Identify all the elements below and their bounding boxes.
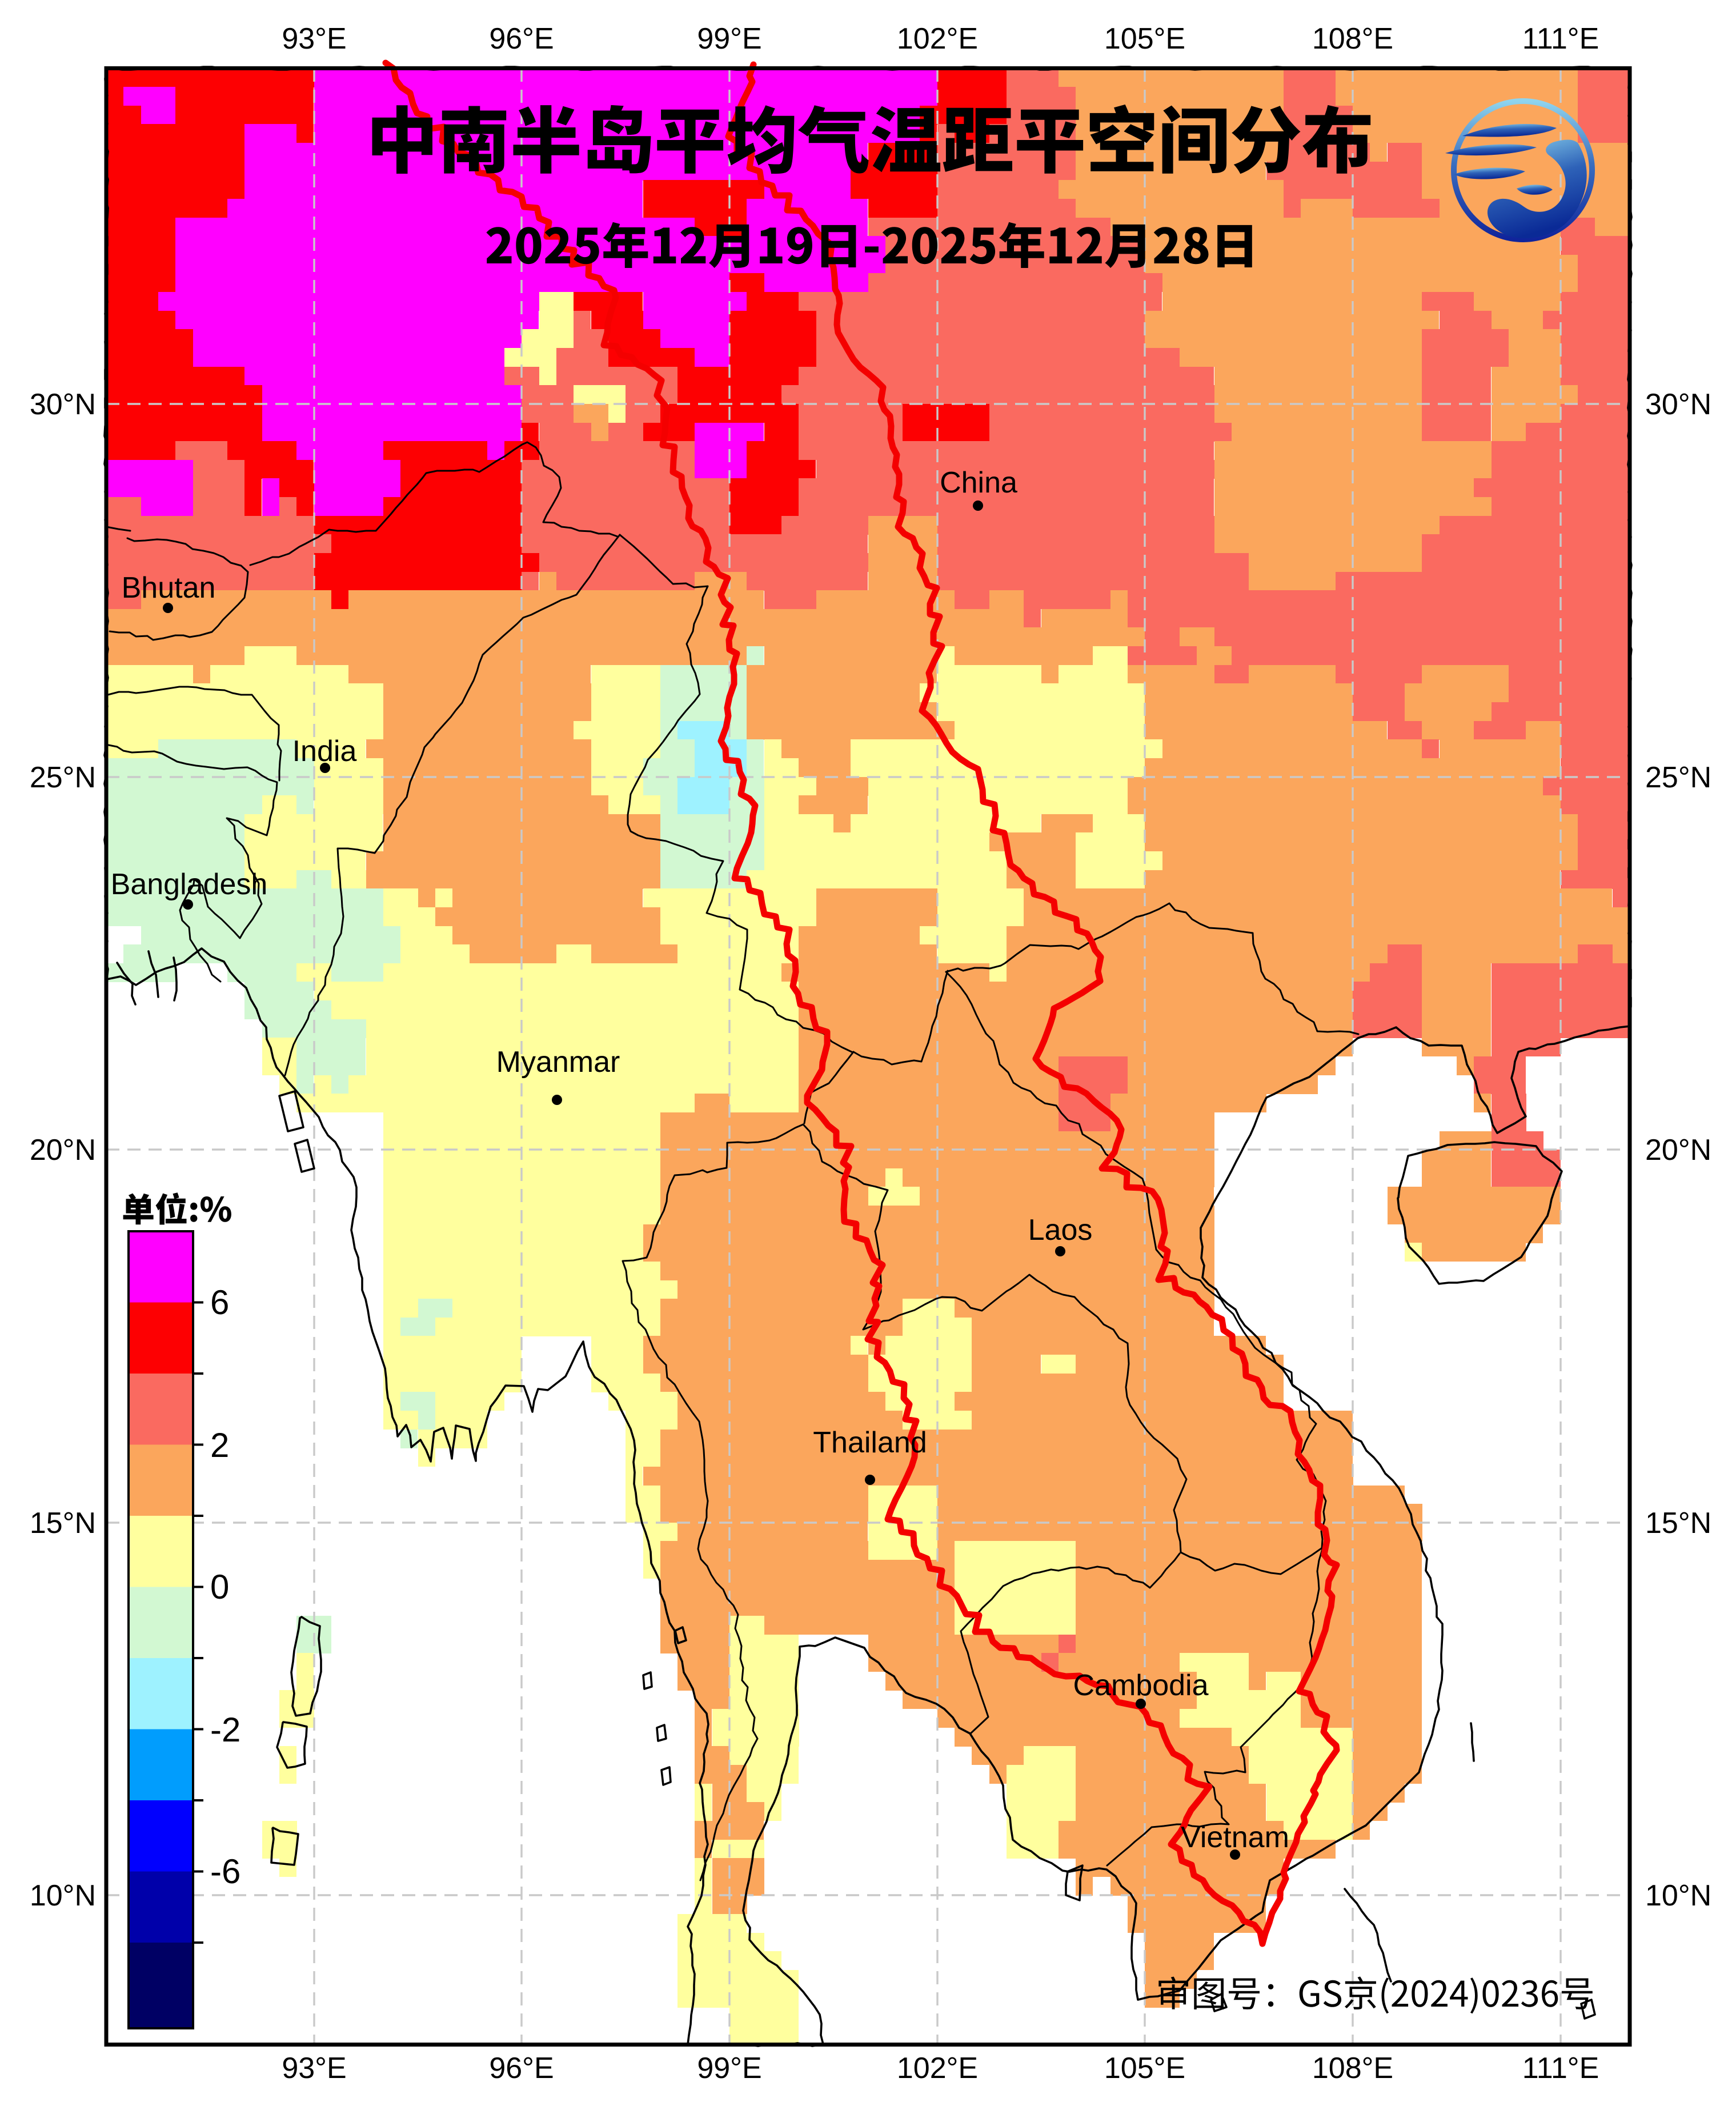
svg-text:Thailand: Thailand	[813, 1426, 927, 1459]
svg-text:China: China	[940, 466, 1017, 499]
svg-text:25°N: 25°N	[1645, 761, 1711, 794]
svg-text:93°E: 93°E	[282, 2052, 346, 2085]
svg-text:15°N: 15°N	[30, 1507, 96, 1540]
svg-text:105°E: 105°E	[1104, 22, 1185, 55]
svg-text:105°E: 105°E	[1104, 2052, 1185, 2085]
svg-text:93°E: 93°E	[282, 22, 346, 55]
svg-text:96°E: 96°E	[489, 2052, 554, 2085]
svg-text:108°E: 108°E	[1312, 2052, 1393, 2085]
svg-text:2: 2	[210, 1426, 229, 1464]
svg-text:Vietnam: Vietnam	[1181, 1821, 1289, 1854]
svg-text:111°E: 111°E	[1522, 22, 1599, 55]
svg-text:15°N: 15°N	[1645, 1507, 1711, 1540]
svg-text:Bhutan: Bhutan	[122, 571, 216, 604]
svg-text:99°E: 99°E	[697, 22, 761, 55]
svg-text:0: 0	[210, 1568, 229, 1606]
svg-text:96°E: 96°E	[489, 22, 554, 55]
svg-text:Laos: Laos	[1028, 1214, 1093, 1247]
svg-text:102°E: 102°E	[897, 22, 978, 55]
svg-text:-6: -6	[210, 1852, 240, 1891]
svg-text:20°N: 20°N	[30, 1134, 96, 1167]
svg-text:Cambodia: Cambodia	[1073, 1669, 1208, 1702]
svg-text:108°E: 108°E	[1312, 22, 1393, 55]
svg-text:Bangladesh: Bangladesh	[111, 868, 268, 901]
svg-text:10°N: 10°N	[30, 1879, 96, 1912]
svg-text:30°N: 30°N	[1645, 388, 1711, 421]
svg-text:-2: -2	[210, 1711, 240, 1749]
svg-text:6: 6	[210, 1283, 229, 1322]
svg-text:30°N: 30°N	[30, 388, 96, 421]
svg-text:99°E: 99°E	[697, 2052, 761, 2085]
svg-text:102°E: 102°E	[897, 2052, 978, 2085]
svg-text:111°E: 111°E	[1522, 2052, 1599, 2085]
svg-text:Myanmar: Myanmar	[496, 1046, 620, 1079]
svg-text:10°N: 10°N	[1645, 1879, 1711, 1912]
svg-text:India: India	[292, 735, 357, 768]
svg-text:20°N: 20°N	[1645, 1134, 1711, 1167]
svg-text:25°N: 25°N	[30, 761, 96, 794]
